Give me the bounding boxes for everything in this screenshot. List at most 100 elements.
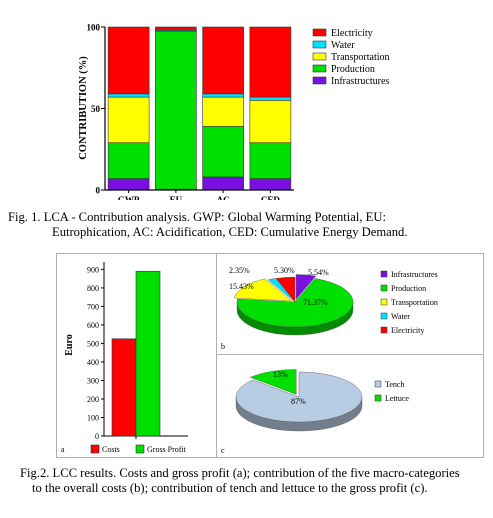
fig1-y-tick-label: 0 bbox=[96, 186, 101, 196]
fig1-bar-ac-transportation bbox=[202, 96, 244, 127]
panel-b-slice-infrastructures bbox=[295, 274, 317, 301]
panel-b-slice-electricity bbox=[275, 276, 296, 303]
panel-a-y-tick-label: 300 bbox=[87, 376, 99, 385]
fig1-y-axis-label: CONTRIBUTION (%) bbox=[78, 56, 89, 160]
panel-c-slice-lettuce bbox=[249, 369, 297, 395]
panel-a-legend-swatch-gross-profit bbox=[135, 444, 145, 454]
fig1-legend-label-production: Production bbox=[331, 64, 375, 75]
panel-a-y-tick-label: 800 bbox=[87, 284, 99, 293]
fig1-bar-gwp-transportation bbox=[107, 96, 150, 144]
panel-b-slice-label-infrastructures: 5.54% bbox=[308, 268, 329, 277]
panel-b-slice-label-water: 2.35% bbox=[229, 266, 250, 275]
panel-c-slice-label-lettuce: 13% bbox=[273, 370, 288, 379]
panel-a-y-tick-label: 100 bbox=[87, 413, 99, 422]
fig2-panel-a-chart: 0 100 200 300 400 500 600 700 800 900 Euro a Cost… bbox=[61, 262, 188, 454]
panel-c-label: c bbox=[221, 446, 225, 455]
fig1-chart: 0 50 100 GWP EU AC CED CONTRIBUTION (%) Electr… bbox=[78, 23, 390, 201]
panel-b-legend-label-transportation: Transportation bbox=[391, 298, 438, 307]
fig2-caption: Fig.2. LCC results. Costs and gross prof… bbox=[20, 466, 490, 496]
fig1-bars bbox=[107, 26, 292, 191]
fig1-bar-gwp-production bbox=[107, 142, 150, 179]
fig1-legend-swatch-electricity bbox=[312, 28, 327, 37]
panel-b-slice-label-electricity: 5.30% bbox=[274, 266, 295, 275]
fig1-x-tick-label: EU bbox=[170, 195, 183, 200]
fig2-panel-b-chart: 5.54% 71.37% 15.43% 2.35% 5.30% Infrastructu… bbox=[221, 266, 438, 351]
panel-b-legend-label-electricity: Electricity bbox=[391, 326, 424, 335]
fig1-legend-swatch-infrastructures bbox=[312, 76, 327, 85]
fig1-legend-label-water: Water bbox=[331, 40, 355, 51]
panel-b-legend-swatch-transportation bbox=[380, 298, 388, 306]
fig1-y-tick-label: 50 bbox=[91, 104, 101, 114]
fig1-bar-gwp-electricity bbox=[107, 26, 150, 95]
fig1-axes: 0 50 100 GWP EU AC CED bbox=[87, 23, 294, 200]
panel-c-slice-labels: 87% 13% bbox=[273, 370, 306, 406]
fig1-bar-ced-infrastructures bbox=[249, 178, 292, 191]
fig1-legend-label-electricity: Electricity bbox=[331, 28, 373, 39]
fig2-caption-line-1: Fig.2. LCC results. Costs and gross prof… bbox=[20, 466, 460, 480]
fig1-legend-swatch-water bbox=[312, 40, 327, 49]
panel-b-label: b bbox=[221, 342, 225, 351]
panel-a-label: a bbox=[61, 445, 65, 454]
panel-a-legend-label-gross-profit: Gross Profit bbox=[147, 445, 187, 454]
panel-c-legend-swatch-lettuce bbox=[374, 394, 382, 402]
panel-b-legend-label-water: Water bbox=[391, 312, 410, 321]
panel-c-legend-label-lettuce: Lettuce bbox=[385, 394, 409, 403]
panel-b-legend-swatch-infrastructures bbox=[380, 270, 388, 278]
fig1-bar-ac-water bbox=[202, 93, 244, 98]
fig1-bar-ced-transportation bbox=[249, 100, 292, 144]
panel-b-legend: Infrastructures Production Transportation W… bbox=[380, 270, 438, 335]
panel-a-y-tick-label: 600 bbox=[87, 321, 99, 330]
panel-b-legend-swatch-production bbox=[380, 284, 388, 292]
fig2-caption-line-2: to the overall costs (b); contribution o… bbox=[32, 481, 428, 495]
panel-a-y-tick-label: 400 bbox=[87, 358, 99, 367]
panel-a-y-tick-label: 700 bbox=[87, 302, 99, 311]
fig2-panel-divider-vertical bbox=[216, 253, 217, 458]
panel-a-bar-gross-profit bbox=[135, 270, 161, 437]
fig1-legend-label-infrastructures: Infrastructures bbox=[331, 76, 389, 87]
panel-c-slice-label-tench: 87% bbox=[291, 397, 306, 406]
fig1-x-tick-label: GWP bbox=[118, 195, 140, 200]
fig1-bar-ced-water bbox=[249, 96, 292, 101]
panel-c-pie bbox=[235, 369, 363, 432]
panel-a-y-tick-label: 500 bbox=[87, 339, 99, 348]
panel-a-legend: Costs Gross Profit bbox=[90, 444, 187, 454]
fig1-caption: Fig. 1. LCA - Contribution analysis. GWP… bbox=[8, 210, 488, 240]
fig1-bar-gwp-infrastructures bbox=[107, 178, 150, 191]
panel-a-y-axis-label: Euro bbox=[64, 334, 75, 356]
panel-b-pie bbox=[233, 274, 354, 336]
panel-b-slice-production bbox=[236, 278, 354, 328]
panel-b-legend-swatch-electricity bbox=[380, 326, 388, 334]
panel-a-y-tick-label: 0 bbox=[95, 432, 99, 441]
fig1-bar-ced-electricity bbox=[249, 26, 292, 98]
fig2-panel-c-chart: 87% 13% Tench Lettuce c bbox=[221, 369, 409, 455]
panel-b-legend-label-production: Production bbox=[391, 284, 426, 293]
fig1-y-tick-label: 100 bbox=[87, 23, 101, 33]
panel-b-legend-swatch-water bbox=[380, 312, 388, 320]
panel-b-legend-label-infrastructures: Infrastructures bbox=[391, 270, 438, 279]
fig1-legend-swatch-production bbox=[312, 64, 327, 73]
panel-a-y-tick-label: 200 bbox=[87, 395, 99, 404]
fig1-legend: ElectricityWaterTransportationProduction… bbox=[312, 28, 390, 87]
fig1-bar-gwp-water bbox=[107, 93, 150, 98]
fig1-bar-ac-infrastructures bbox=[202, 176, 244, 191]
panel-c-legend-label-tench: Tench bbox=[385, 380, 404, 389]
fig1-bar-ac-production bbox=[202, 126, 244, 178]
panel-a-bars bbox=[111, 270, 161, 437]
panel-a-legend-label-costs: Costs bbox=[102, 445, 120, 454]
panel-a-y-tick-label: 900 bbox=[87, 265, 99, 274]
panel-a-legend-swatch-costs bbox=[90, 444, 100, 454]
panel-b-slice-labels: 5.54% 71.37% 15.43% 2.35% 5.30% bbox=[229, 266, 329, 307]
fig1-caption-line-1: Fig. 1. LCA - Contribution analysis. GWP… bbox=[8, 210, 386, 224]
fig1-bar-ac-electricity bbox=[202, 26, 244, 95]
fig1-legend-swatch-transportation bbox=[312, 52, 327, 61]
panel-b-slice-transportation bbox=[233, 278, 293, 302]
fig1-x-tick-label: CED bbox=[261, 195, 281, 200]
fig1-bar-eu-electricity bbox=[155, 26, 197, 31]
panel-b-slice-label-transportation: 15.43% bbox=[229, 282, 254, 291]
fig2-panel-divider-horizontal bbox=[216, 354, 484, 355]
fig1-legend-label-transportation: Transportation bbox=[331, 52, 390, 63]
fig1-x-tick-label: AC bbox=[217, 195, 230, 200]
fig1-bar-eu-production bbox=[155, 30, 197, 190]
panel-a-bar-costs bbox=[111, 338, 137, 437]
panel-c-legend-swatch-tench bbox=[374, 380, 382, 388]
